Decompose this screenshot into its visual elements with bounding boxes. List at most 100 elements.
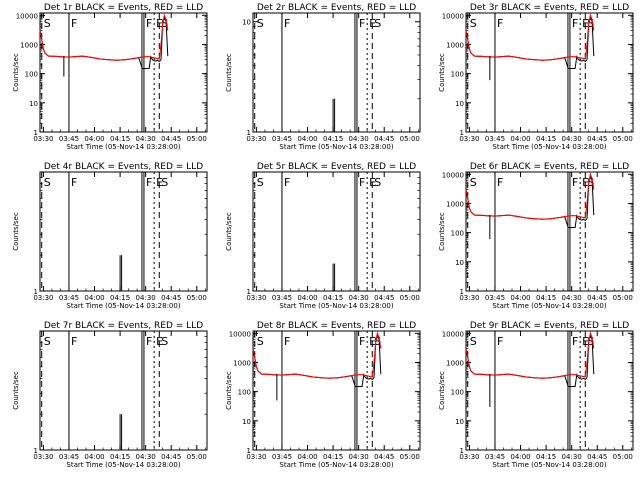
y-tick-label: 10 [242, 19, 251, 27]
x-tick-label: 03:45 [272, 453, 292, 461]
x-tick-label: 03:30 [459, 135, 479, 143]
x-axis-label: Start Time (05-Nov-14 03:28:00) [66, 143, 180, 151]
y-tick-label: 100 [451, 230, 464, 238]
marker-label-s: S [44, 335, 51, 348]
y-tick-label: 10 [29, 100, 38, 108]
plot-frame [39, 12, 208, 133]
plot-frame [39, 171, 208, 292]
x-tick-label: 05:00 [613, 294, 633, 302]
chart-panel-4: Det 4r BLACK = Events, RED = LLD 103:30 03… [12, 162, 208, 310]
y-tick-label: 1 [247, 447, 251, 455]
y-tick-label: 1000 [233, 359, 251, 367]
marker-label-f: F [497, 335, 503, 348]
marker-label-f: F [359, 176, 365, 189]
marker-label-s: S [44, 17, 51, 30]
x-tick-label: 03:45 [485, 135, 505, 143]
y-tick-label: 1 [34, 447, 38, 455]
marker-label-f: F [284, 335, 290, 348]
y-axis-label: Counts/sec [438, 371, 446, 410]
marker-label-f: F [497, 176, 503, 189]
y-tick-label: 1000 [20, 41, 38, 49]
x-tick-label: 03:45 [59, 453, 79, 461]
x-tick-label: 04:30 [136, 294, 156, 302]
plot-frame [465, 330, 634, 451]
x-tick-label: 04:15 [536, 453, 556, 461]
x-tick-label: 04:30 [562, 453, 582, 461]
plot-frame [39, 330, 208, 451]
series-line-lld [465, 13, 595, 61]
y-tick-label: 1 [460, 129, 464, 137]
y-tick-label: 10 [455, 259, 464, 267]
x-tick-label: 04:00 [84, 135, 104, 143]
x-tick-label: 03:45 [485, 294, 505, 302]
x-tick-label: 04:00 [297, 294, 317, 302]
x-tick-label: 04:15 [536, 294, 556, 302]
marker-label-f: F [359, 335, 365, 348]
chart-title: Det 4r BLACK = Events, RED = LLD [44, 162, 203, 172]
y-tick-label: 1 [460, 288, 464, 296]
marker-label-f: F [71, 335, 77, 348]
marker-label-s: S [470, 176, 477, 189]
x-tick-label: 05:00 [400, 453, 420, 461]
x-tick-label: 04:30 [349, 294, 369, 302]
x-tick-label: 04:45 [587, 453, 607, 461]
x-tick-label: 04:45 [374, 453, 394, 461]
x-tick-label: 04:00 [84, 453, 104, 461]
chart-panel-2: Det 2r BLACK = Events, RED = LLD 1 10 03:30… [225, 3, 421, 151]
marker-label-f: F [497, 17, 503, 30]
marker-label-s: S [374, 17, 381, 30]
x-tick-label: 03:30 [33, 135, 53, 143]
marker-label-f: F [572, 176, 578, 189]
x-tick-label: 04:00 [510, 453, 530, 461]
chart-title: Det 9r BLACK = Events, RED = LLD [470, 321, 629, 331]
x-axis-label: Start Time (05-Nov-14 03:28:00) [66, 461, 180, 469]
marker-label-f: F [146, 176, 152, 189]
x-tick-label: 04:30 [562, 135, 582, 143]
plot-frame [252, 12, 421, 133]
y-axis-label: Counts/sec [12, 371, 20, 410]
marker-label-s: S [44, 176, 51, 189]
marker-label-s: S [587, 176, 594, 189]
y-tick-label: 1 [247, 129, 251, 137]
y-axis-label: Counts/sec [438, 212, 446, 251]
chart-panel-1: Det 1r BLACK = Events, RED = LLD 1 10 100 10… [12, 3, 208, 151]
x-tick-label: 03:45 [485, 453, 505, 461]
series-line-lld [252, 331, 382, 379]
x-tick-label: 04:00 [297, 453, 317, 461]
x-tick-label: 03:30 [33, 294, 53, 302]
y-tick-label: 1 [460, 447, 464, 455]
marker-label-s: S [587, 17, 594, 30]
series-line-lld [39, 13, 169, 61]
marker-label-f: F [71, 176, 77, 189]
chart-panel-8: Det 8r BLACK = Events, RED = LLD 1 10 100 10… [225, 321, 421, 469]
marker-label-f: F [572, 17, 578, 30]
x-axis-label: Start Time (05-Nov-14 03:28:00) [492, 302, 606, 310]
plot-frame [465, 171, 634, 292]
y-tick-label: 1 [34, 129, 38, 137]
y-axis-label: Counts/sec [438, 53, 446, 92]
chart-panel-6: Det 6r BLACK = Events, RED = LLD 1 10 100 10… [438, 162, 634, 310]
x-tick-label: 03:30 [246, 294, 266, 302]
y-tick-label: 1000 [446, 359, 464, 367]
marker-label-s: S [374, 335, 381, 348]
x-tick-label: 04:00 [510, 135, 530, 143]
x-tick-label: 05:00 [187, 294, 207, 302]
x-tick-label: 05:00 [187, 453, 207, 461]
x-tick-label: 05:00 [187, 135, 207, 143]
marker-label-s: S [161, 17, 168, 30]
x-tick-label: 03:30 [459, 294, 479, 302]
x-tick-label: 03:30 [246, 453, 266, 461]
x-tick-label: 04:15 [323, 135, 343, 143]
marker-label-f: F [71, 17, 77, 30]
series-line-lld [465, 331, 595, 379]
x-tick-label: 04:15 [536, 135, 556, 143]
x-tick-label: 04:15 [110, 135, 130, 143]
x-tick-label: 03:30 [33, 453, 53, 461]
x-axis-label: Start Time (05-Nov-14 03:28:00) [279, 143, 393, 151]
y-tick-label: 10 [455, 418, 464, 426]
y-tick-label: 100 [451, 389, 464, 397]
x-axis-label: Start Time (05-Nov-14 03:28:00) [492, 461, 606, 469]
chart-title: Det 3r BLACK = Events, RED = LLD [470, 3, 629, 13]
x-tick-label: 03:45 [272, 294, 292, 302]
